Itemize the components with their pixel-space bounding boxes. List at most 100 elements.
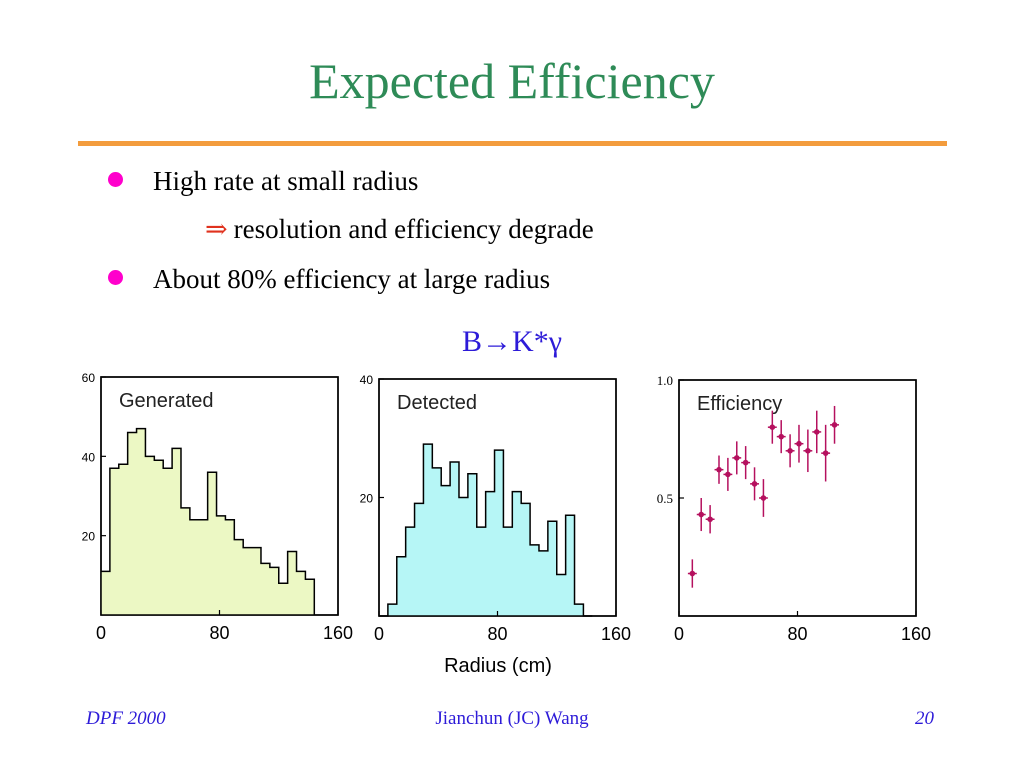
- efficiency-point: [750, 467, 759, 501]
- histogram-bin: [530, 545, 539, 616]
- histogram-outline: [379, 443, 593, 617]
- data-marker: [805, 448, 811, 454]
- histogram-bin: [512, 492, 521, 616]
- histogram-bin: [566, 515, 575, 616]
- histogram-fill: [101, 428, 315, 615]
- bullet-1-text: High rate at small radius: [153, 166, 419, 196]
- histogram-bin: [154, 460, 163, 615]
- histogram-bin: [575, 604, 584, 616]
- footer-center: Jianchun (JC) Wang: [435, 708, 589, 729]
- histogram-bin: [163, 468, 172, 615]
- efficiency-point: [803, 429, 813, 473]
- x-tick-label: 80: [209, 623, 229, 643]
- data-marker: [778, 433, 785, 440]
- histogram-bin: [288, 552, 297, 615]
- chart-panel-efficiency: Efficiency 0 80 160 0.5 1.0: [657, 373, 931, 644]
- histogram-bin: [101, 571, 110, 615]
- histogram-bin: [217, 516, 226, 615]
- data-marker: [725, 471, 731, 478]
- histogram-bin: [279, 583, 288, 615]
- y-tick-label: 1.0: [657, 373, 673, 388]
- histogram-bin: [137, 429, 146, 615]
- data-marker: [698, 511, 705, 518]
- title-divider: [78, 141, 947, 146]
- histogram-bin: [557, 575, 566, 616]
- efficiency-point: [812, 410, 822, 454]
- data-marker: [751, 481, 758, 487]
- bullet-2-text: About 80% efficiency at large radius: [153, 264, 551, 294]
- data-marker: [831, 422, 838, 428]
- bullet-2: About 80% efficiency at large radius: [108, 264, 550, 295]
- slide-title: Expected Efficiency: [309, 53, 715, 109]
- histogram-bin: [415, 503, 424, 616]
- data-marker: [769, 424, 776, 430]
- histogram-bin: [110, 468, 119, 615]
- efficiency-point: [830, 405, 839, 444]
- histogram-bin: [225, 520, 234, 615]
- histogram-bin: [119, 464, 128, 615]
- histogram-bin: [297, 571, 306, 615]
- x-tick-label: 80: [787, 624, 807, 644]
- histogram-bin: [397, 557, 406, 616]
- x-tick-label: 0: [96, 623, 106, 643]
- histogram-bin: [539, 551, 548, 616]
- histogram-bin: [252, 548, 261, 615]
- y-tick-label: 60: [82, 371, 96, 385]
- histogram-bin: [441, 486, 450, 616]
- y-tick-label: 20: [82, 530, 96, 544]
- efficiency-point: [687, 559, 697, 588]
- bullet-dot-icon: [108, 270, 123, 285]
- plot-frame: [678, 379, 917, 617]
- efficiency-point: [758, 479, 768, 517]
- histogram-bin: [459, 498, 468, 617]
- data-marker: [733, 455, 740, 461]
- histogram-bin: [172, 448, 181, 615]
- data-marker: [716, 466, 722, 473]
- histogram-bin: [305, 579, 314, 615]
- efficiency-point: [732, 441, 742, 475]
- bullet-1: High rate at small radius: [108, 166, 418, 197]
- data-marker: [787, 448, 793, 454]
- histogram-bin: [423, 444, 432, 616]
- efficiency-point: [776, 420, 786, 454]
- panel-title: Detected: [397, 392, 477, 414]
- x-tick-label: 160: [601, 624, 631, 644]
- chart-panel-generated: Generated 0 80 160 20 40 60: [82, 371, 353, 643]
- data-marker: [796, 440, 802, 447]
- histogram-bin: [234, 540, 243, 615]
- implies-arrow-icon: ⇒: [205, 214, 228, 244]
- efficiency-point: [714, 455, 724, 484]
- efficiency-point: [821, 424, 831, 482]
- histogram-bin: [468, 474, 477, 616]
- decay-label: B→K*γ: [462, 325, 562, 358]
- efficiency-point: [696, 498, 706, 532]
- histogram-bin: [450, 462, 459, 616]
- bullet-dot-icon: [108, 172, 123, 187]
- y-tick-label: 40: [360, 373, 374, 387]
- histogram-bin: [486, 492, 495, 616]
- histogram-bin: [208, 472, 217, 615]
- data-marker: [760, 495, 767, 501]
- x-tick-label: 80: [487, 624, 507, 644]
- sub-bullet: ⇒ resolution and efficiency degrade: [205, 214, 594, 245]
- histogram-bin: [243, 548, 252, 615]
- panel-title: Generated: [119, 390, 214, 412]
- histogram-bin: [521, 503, 530, 616]
- histogram-bin: [432, 468, 441, 616]
- efficiency-point: [767, 410, 777, 444]
- histogram-bin: [495, 450, 504, 616]
- x-tick-label: 160: [901, 624, 931, 644]
- histogram-bin: [181, 508, 190, 615]
- histogram-panels: Radius (cm) Generated 0 80 160 20 40 60 Detecte…: [82, 371, 931, 677]
- data-marker: [813, 429, 820, 435]
- histogram-bin: [503, 527, 512, 616]
- histogram-outline: [101, 427, 316, 615]
- x-tick-label: 0: [374, 624, 384, 644]
- y-tick-label: 20: [360, 492, 374, 506]
- histogram-bin: [406, 527, 415, 616]
- efficiency-point: [705, 505, 715, 534]
- histogram-bin: [190, 520, 199, 615]
- data-marker: [689, 570, 696, 577]
- histogram-bin: [261, 563, 270, 615]
- efficiency-point: [741, 446, 751, 480]
